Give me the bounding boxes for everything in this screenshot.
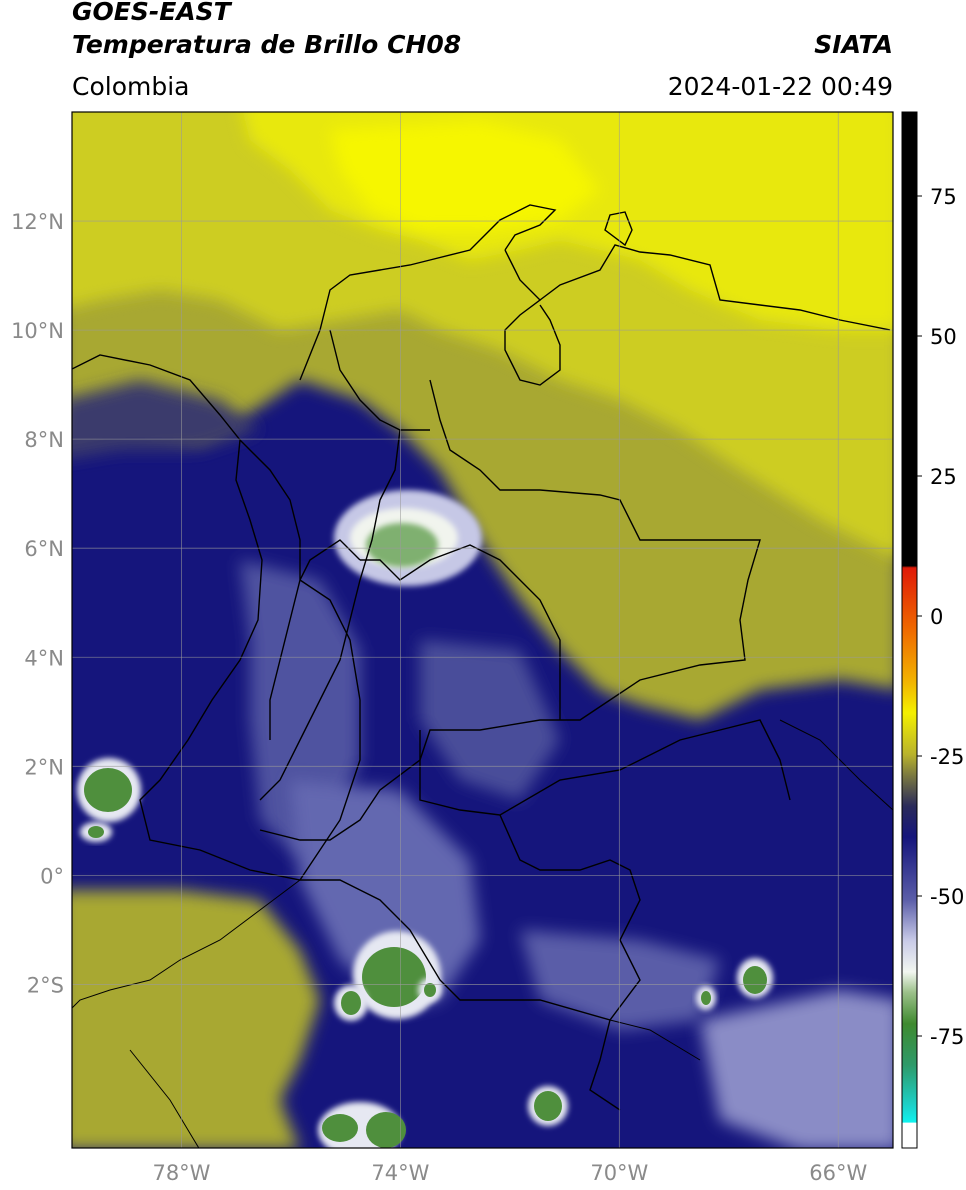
lat-tick-label: 12°N bbox=[11, 210, 64, 234]
product-title: Temperatura de Brillo CH08 bbox=[72, 30, 462, 59]
lon-tick-label: 66°W bbox=[809, 1161, 867, 1185]
lat-tick-label: 4°N bbox=[24, 646, 64, 670]
lat-tick-label: 8°N bbox=[24, 428, 64, 452]
colorbar-tick-label: 0 bbox=[930, 605, 943, 629]
map-gridlines bbox=[72, 112, 893, 1148]
region-label: Colombia bbox=[72, 72, 190, 101]
lon-tick-label: 74°W bbox=[371, 1161, 429, 1185]
satellite-title: GOES-EAST bbox=[72, 0, 231, 26]
agency-label: SIATA bbox=[814, 30, 893, 59]
colorbar-tick-label: -25 bbox=[930, 745, 964, 769]
lat-tick-label: 6°N bbox=[24, 537, 64, 561]
longitude-axis: 78°W 74°W 70°W 66°W bbox=[152, 1161, 867, 1185]
colorbar-tick-label: -75 bbox=[930, 1025, 964, 1049]
lon-tick-label: 70°W bbox=[590, 1161, 648, 1185]
colorbar-ticks: 75 50 25 0 -25 -50 -75 bbox=[917, 185, 964, 1049]
lat-tick-label: 2°N bbox=[24, 755, 64, 779]
lat-tick-label: 0° bbox=[40, 864, 64, 888]
map-frame bbox=[71, 111, 894, 1149]
colorbar: 75 50 25 0 -25 -50 -75 bbox=[901, 111, 964, 1149]
colorbar-scale bbox=[901, 111, 918, 1149]
satellite-imagery bbox=[72, 112, 893, 1148]
lat-tick-label: 10°N bbox=[11, 319, 64, 343]
lon-tick-label: 78°W bbox=[152, 1161, 210, 1185]
latitude-axis: 12°N 10°N 8°N 6°N 4°N 2°N 0° 2°S bbox=[11, 210, 64, 997]
colorbar-tick-label: -50 bbox=[930, 885, 964, 909]
timestamp-label: 2024-01-22 00:49 bbox=[667, 72, 893, 101]
colorbar-tick-label: 75 bbox=[930, 185, 957, 209]
colorbar-tick-label: 50 bbox=[930, 325, 957, 349]
lat-tick-label: 2°S bbox=[27, 973, 64, 997]
colorbar-tick-label: 25 bbox=[930, 465, 957, 489]
